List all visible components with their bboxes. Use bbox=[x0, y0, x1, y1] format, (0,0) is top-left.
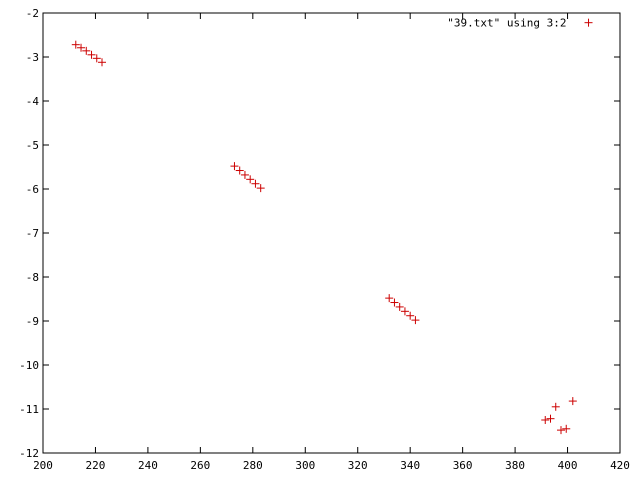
x-tick-label: 220 bbox=[86, 459, 106, 472]
x-tick-label: 280 bbox=[243, 459, 263, 472]
x-tick-label: 320 bbox=[348, 459, 368, 472]
x-tick-labels: 200 220 240 260 280 300 320 340 360 380 400 420 bbox=[33, 459, 630, 472]
x-tick-label: 340 bbox=[400, 459, 420, 472]
data-points bbox=[71, 18, 593, 435]
x-tick-label: 240 bbox=[138, 459, 158, 472]
data-point bbox=[77, 43, 86, 52]
data-point bbox=[240, 170, 249, 179]
data-point bbox=[546, 414, 555, 423]
x-tick-label: 420 bbox=[610, 459, 630, 472]
data-point bbox=[92, 54, 101, 63]
x-tick-label: 400 bbox=[558, 459, 578, 472]
data-point bbox=[251, 179, 260, 188]
data-point bbox=[256, 184, 265, 193]
data-point bbox=[87, 50, 96, 59]
y-tick-label: -9 bbox=[26, 315, 39, 328]
data-point bbox=[82, 46, 91, 55]
x-tick-label: 200 bbox=[33, 459, 53, 472]
y-tick-label: -3 bbox=[26, 51, 39, 64]
data-point bbox=[230, 162, 239, 171]
y-tick-labels: -2 -3 -4 -5 -6 -7 -8 -9 -10 -11 -12 bbox=[19, 7, 39, 460]
data-point bbox=[541, 416, 550, 424]
y-tick-label: -6 bbox=[26, 183, 39, 196]
y-tick-label: -5 bbox=[26, 139, 39, 152]
y-tick-label: -8 bbox=[26, 271, 39, 284]
y-tick-label: -2 bbox=[26, 7, 39, 20]
x-tick-label: 260 bbox=[190, 459, 210, 472]
data-point bbox=[551, 402, 560, 411]
data-point bbox=[568, 397, 577, 406]
y-tick-label: -11 bbox=[19, 403, 39, 416]
legend: "39.txt" using 3:2 bbox=[447, 17, 566, 30]
data-point bbox=[246, 175, 255, 184]
data-point bbox=[98, 58, 107, 67]
data-point bbox=[395, 302, 404, 311]
x-tick-label: 360 bbox=[453, 459, 473, 472]
axis-ticks bbox=[42, 12, 621, 454]
data-point bbox=[584, 18, 593, 27]
y-tick-label: -4 bbox=[26, 95, 40, 108]
y-tick-label: -7 bbox=[26, 227, 39, 240]
data-point bbox=[562, 424, 571, 433]
legend-label: "39.txt" using 3:2 bbox=[447, 17, 566, 30]
y-tick-label: -12 bbox=[19, 447, 39, 460]
data-point bbox=[390, 298, 399, 307]
data-point bbox=[71, 40, 80, 49]
data-point bbox=[385, 294, 394, 303]
x-tick-label: 380 bbox=[505, 459, 525, 472]
plot-frame bbox=[42, 12, 621, 454]
data-point bbox=[235, 166, 244, 175]
y-tick-label: -10 bbox=[19, 359, 39, 372]
data-point bbox=[411, 316, 420, 325]
data-point bbox=[406, 311, 415, 320]
x-tick-label: 300 bbox=[295, 459, 315, 472]
data-point bbox=[556, 426, 565, 435]
data-point bbox=[400, 307, 409, 316]
